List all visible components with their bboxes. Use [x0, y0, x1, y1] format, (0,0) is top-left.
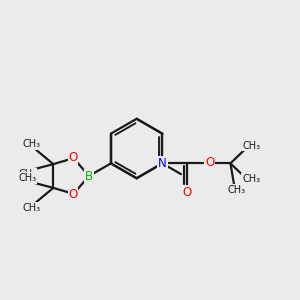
- Text: N: N: [158, 157, 167, 170]
- Text: CH₃: CH₃: [18, 169, 36, 179]
- Text: B: B: [85, 169, 93, 182]
- Text: CH₃: CH₃: [22, 203, 41, 213]
- Text: O: O: [182, 186, 191, 199]
- Text: CH₃: CH₃: [22, 139, 41, 149]
- Text: CH₃: CH₃: [242, 140, 260, 151]
- Text: O: O: [68, 188, 78, 201]
- Text: CH₃: CH₃: [18, 173, 36, 183]
- Text: CH₃: CH₃: [228, 185, 246, 195]
- Text: CH₃: CH₃: [242, 174, 260, 184]
- Text: O: O: [68, 151, 78, 164]
- Text: O: O: [205, 156, 214, 169]
